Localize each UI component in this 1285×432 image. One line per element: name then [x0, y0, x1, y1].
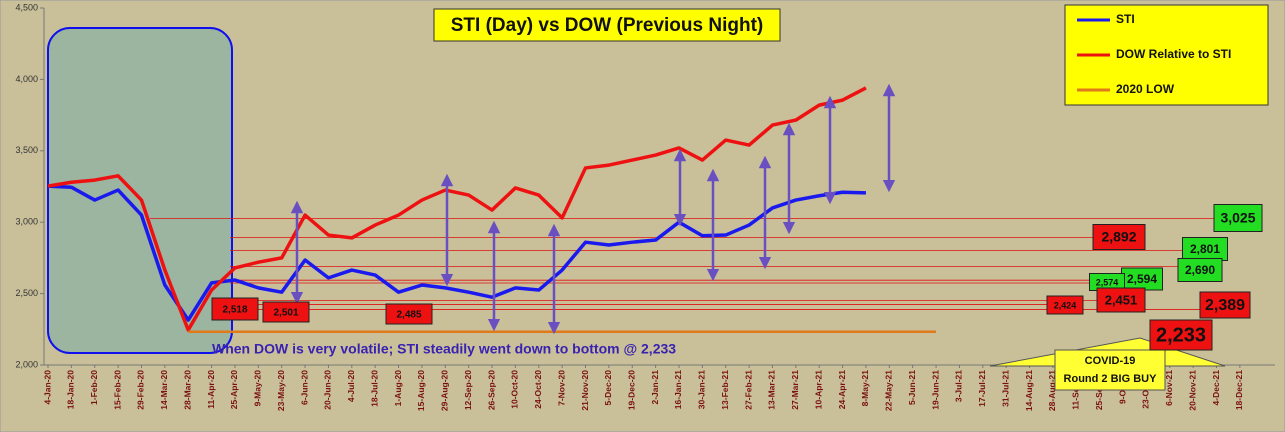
x-tick-label: 27-Mar-21	[790, 370, 800, 410]
x-tick-label: 8-May-21	[860, 370, 870, 407]
x-tick-label: 31-Jul-21	[1000, 370, 1010, 407]
y-tick-label: 2,500	[15, 288, 38, 298]
legend-label: 2020 LOW	[1116, 82, 1175, 96]
x-tick-label: 27-Feb-21	[743, 370, 753, 410]
level-label: 2,501	[273, 308, 298, 319]
x-tick-label: 1-Feb-20	[89, 370, 99, 405]
level-box	[1149, 319, 1213, 351]
level-label: 3,025	[1220, 210, 1255, 226]
level-label: 2,233	[1156, 324, 1206, 346]
x-tick-label: 24-Apr-21	[837, 370, 847, 409]
level-label: 2,892	[1101, 229, 1136, 245]
x-tick-label: 30-Jan-21	[697, 370, 707, 409]
x-tick-label: 29-Feb-20	[136, 370, 146, 410]
level-label: 2,594	[1127, 272, 1157, 286]
x-tick-label: 15-Feb-20	[112, 370, 122, 410]
x-tick-label: 17-Jul-21	[977, 370, 987, 407]
x-tick-label: 16-Jan-21	[673, 370, 683, 409]
x-tick-label: 6-Nov-21	[1164, 370, 1174, 406]
x-tick-label: 13-Mar-21	[767, 370, 777, 410]
x-tick-label: 14-Aug-21	[1024, 370, 1034, 411]
x-tick-label: 18-Dec-21	[1234, 370, 1244, 410]
x-tick-label: 19-Dec-20	[627, 370, 637, 410]
plot-area: 2,000 2,500 3,000 3,500 4,000 4,500 4-Jan-20 18…	[15, 2, 1275, 411]
level-box	[262, 301, 310, 323]
x-tick-label: 11-Apr-20	[206, 370, 216, 409]
x-tick-label: 2-Jan-21	[650, 370, 660, 405]
title-box	[433, 8, 781, 42]
legend-label: STI	[1116, 12, 1135, 26]
x-tick-label: 10-Apr-21	[813, 370, 823, 409]
level-label: 2,485	[396, 310, 421, 321]
x-tick-label: 9-May-20	[253, 370, 263, 407]
chart-title: STI (Day) vs DOW (Previous Night)	[451, 15, 763, 36]
x-tick-label: 18-Jul-20	[369, 370, 379, 407]
legend-label: DOW Relative to STI	[1116, 47, 1231, 61]
level-box	[1213, 204, 1263, 232]
x-tick-label: 20-Jun-20	[323, 370, 333, 410]
level-label: 2,424	[1054, 300, 1077, 310]
x-tick-label: 14-Mar-20	[159, 370, 169, 410]
level-box	[1096, 287, 1146, 313]
x-tick-label: 29-Aug-20	[440, 370, 450, 411]
x-tick-label: 4-Dec-21	[1211, 370, 1221, 406]
x-tick-label: 1-Aug-20	[393, 370, 403, 407]
level-box	[1177, 258, 1223, 282]
x-tick-label: 4-Jul-20	[346, 370, 356, 402]
level-label: 2,801	[1190, 242, 1220, 256]
y-tick-label: 4,000	[15, 74, 38, 84]
level-box	[1199, 291, 1251, 319]
level-label: 2,518	[222, 305, 247, 316]
x-tick-label: 28-Mar-20	[182, 370, 192, 410]
x-tick-label: 13-Feb-21	[720, 370, 730, 410]
level-label: 2,690	[1185, 263, 1215, 277]
x-tick-label: 10-Oct-20	[510, 370, 520, 409]
x-tick-label: 21-Nov-20	[580, 370, 590, 411]
level-label: 2,451	[1105, 292, 1138, 307]
x-tick-label: 23-May-20	[276, 370, 286, 411]
y-tick-label: 4,500	[15, 2, 38, 12]
level-label: 2,574	[1096, 277, 1119, 287]
x-tick-label: 3-Jul-21	[954, 370, 964, 402]
callout-text: COVID-19	[1085, 355, 1136, 367]
annotation: When DOW is very volatile; STI steadily …	[212, 341, 676, 357]
x-tick-label: 28-Aug-21	[1047, 370, 1057, 411]
level-box	[1092, 224, 1146, 250]
x-tick-label: 25-Apr-20	[229, 370, 239, 409]
level-box	[385, 303, 433, 325]
x-tick-label: 18-Jan-20	[66, 370, 76, 409]
legend: STI DOW Relative to STI 2020 LOW	[1077, 12, 1231, 96]
x-tick-label: 5-Dec-20	[603, 370, 613, 406]
level-label: 2,389	[1205, 297, 1245, 314]
arrows	[290, 83, 896, 335]
callout-text: Round 2 BIG BUY	[1064, 373, 1158, 385]
x-tick-label: 22-May-21	[884, 370, 894, 411]
x-tick-label: 20-Nov-21	[1187, 370, 1197, 411]
callout-box	[1054, 349, 1166, 391]
x-tick-label: 6-Jun-20	[299, 370, 309, 405]
series-line	[47, 86, 867, 332]
highlight-box	[47, 27, 233, 354]
x-tick-label: 24-Oct-20	[533, 370, 543, 409]
x-tick-label: 15-Aug-20	[416, 370, 426, 411]
y-tick-label: 3,000	[15, 217, 38, 227]
y-tick-label: 3,500	[15, 145, 38, 155]
level-box	[211, 297, 259, 321]
level-box	[1046, 295, 1084, 315]
x-tick-label: 7-Nov-20	[556, 370, 566, 406]
y-tick-label: 2,000	[15, 359, 38, 369]
x-tick-label: 12-Sep-20	[463, 370, 473, 410]
x-tick-label: 4-Jan-20	[42, 370, 52, 405]
x-tick-label: 26-Sep-20	[486, 370, 496, 410]
series-line	[47, 184, 867, 322]
x-tick-label: 5-Jun-21	[907, 370, 917, 405]
x-tick-label: 19-Jun-21	[930, 370, 940, 410]
